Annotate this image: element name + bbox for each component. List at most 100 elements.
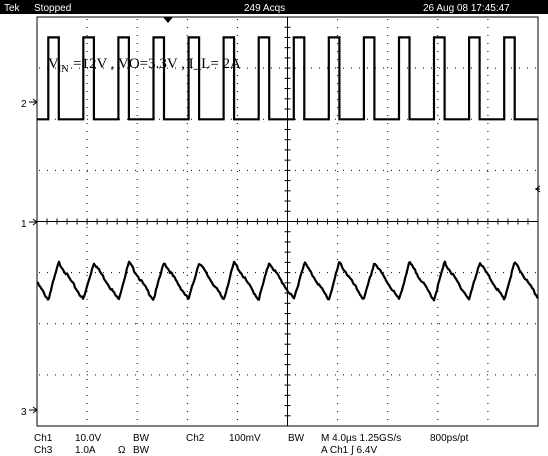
grid-dot <box>487 83 489 84</box>
grid-dot <box>423 323 424 325</box>
grid-dot <box>136 171 138 172</box>
grid-dot <box>186 27 188 28</box>
grid-dot <box>335 323 336 325</box>
grid-dot <box>319 374 320 376</box>
grid-dot <box>136 363 138 364</box>
grid-dot <box>387 171 389 172</box>
grid-dot <box>143 374 144 376</box>
grid-dot <box>136 67 138 68</box>
grid-dot <box>511 374 512 376</box>
grid-dot <box>236 275 238 276</box>
grid-dot <box>487 187 489 188</box>
grid-dot <box>455 374 456 376</box>
grid-dot <box>437 395 439 396</box>
ch3-bw: BW <box>133 445 150 456</box>
grid-dot <box>327 67 328 69</box>
grid-dot <box>86 243 88 244</box>
grid-dot <box>86 107 88 108</box>
grid-dot <box>391 169 392 171</box>
grid-dot <box>279 67 280 69</box>
grid-dot <box>135 374 136 376</box>
grid-dot <box>279 374 280 376</box>
grid-dot <box>127 169 128 171</box>
grid-dot <box>437 131 439 132</box>
grid-dot <box>337 107 339 108</box>
grid-dot <box>86 75 88 76</box>
grid-dot <box>367 272 368 274</box>
grid-dot <box>487 43 489 44</box>
grid-dot <box>303 323 304 325</box>
grid-dot <box>47 272 48 274</box>
grid-dot <box>79 323 80 325</box>
grid-dot <box>337 371 339 372</box>
grid-dot <box>86 235 88 236</box>
grid-dot <box>236 35 238 36</box>
grid-dot <box>519 374 520 376</box>
grid-dot <box>186 235 188 236</box>
grid-dot <box>191 169 192 171</box>
grid-dot <box>437 123 439 124</box>
grid-dot <box>199 272 200 274</box>
grid-dot <box>136 179 138 180</box>
grid-dot <box>86 139 88 140</box>
grid-dot <box>311 67 312 69</box>
grid-dot <box>437 371 439 372</box>
grid-dot <box>86 27 88 28</box>
grid-dot <box>186 267 188 268</box>
grid-dot <box>86 19 88 20</box>
grid-dot <box>387 331 389 332</box>
grid-dot <box>337 315 339 316</box>
grid-dot <box>487 419 489 420</box>
grid-dot <box>86 195 88 196</box>
grid-dot <box>437 339 439 340</box>
grid-dot <box>387 147 389 148</box>
grid-dot <box>437 379 439 380</box>
grid-dot <box>387 275 389 276</box>
grid-dot <box>343 272 344 274</box>
grid-dot <box>503 323 504 325</box>
grid-dot <box>487 403 489 404</box>
grid-dot <box>186 339 188 340</box>
grid-dot <box>487 259 489 260</box>
ch1-switch-node-trace <box>37 36 538 121</box>
grid-dot <box>337 299 339 300</box>
grid-dot <box>387 371 389 372</box>
grid-dot <box>437 323 439 324</box>
grid-dot <box>136 419 138 420</box>
annotation-text: =12V , VO=3.3V , I_L= 2A <box>73 56 241 72</box>
grid-dot <box>127 272 128 274</box>
grid-dot <box>437 163 439 164</box>
grid-dot <box>136 43 138 44</box>
grid-dot <box>337 171 339 172</box>
grid-dot <box>387 163 389 164</box>
grid-dot <box>111 272 112 274</box>
grid-dot <box>343 67 344 69</box>
grid-dot <box>231 118 232 120</box>
grid-dot <box>487 227 489 228</box>
acquisition-count: 249 Acqs <box>244 3 285 14</box>
grid-dot <box>439 169 440 171</box>
grid-dot <box>79 169 80 171</box>
grid-dot <box>86 339 88 340</box>
grid-dot <box>159 323 160 325</box>
grid-dot <box>327 169 328 171</box>
grid-dot <box>236 379 238 380</box>
grid-dot <box>447 169 448 171</box>
grid-dot <box>303 374 304 376</box>
grid-dot <box>175 323 176 325</box>
grid-dot <box>151 323 152 325</box>
grid-dot <box>136 355 138 356</box>
grid-dot <box>437 91 439 92</box>
grid-dot <box>437 363 439 364</box>
grid-dot <box>39 374 40 376</box>
grid-dot <box>255 374 256 376</box>
grid-dot <box>111 169 112 171</box>
grid-dot <box>487 243 489 244</box>
grid-dot <box>236 243 238 244</box>
grid-dot <box>186 131 188 132</box>
grid-dot <box>143 169 144 171</box>
grid-dot <box>387 403 389 404</box>
grid-dot <box>95 67 96 69</box>
grid-dot <box>236 315 238 316</box>
grid-dot <box>231 323 232 325</box>
